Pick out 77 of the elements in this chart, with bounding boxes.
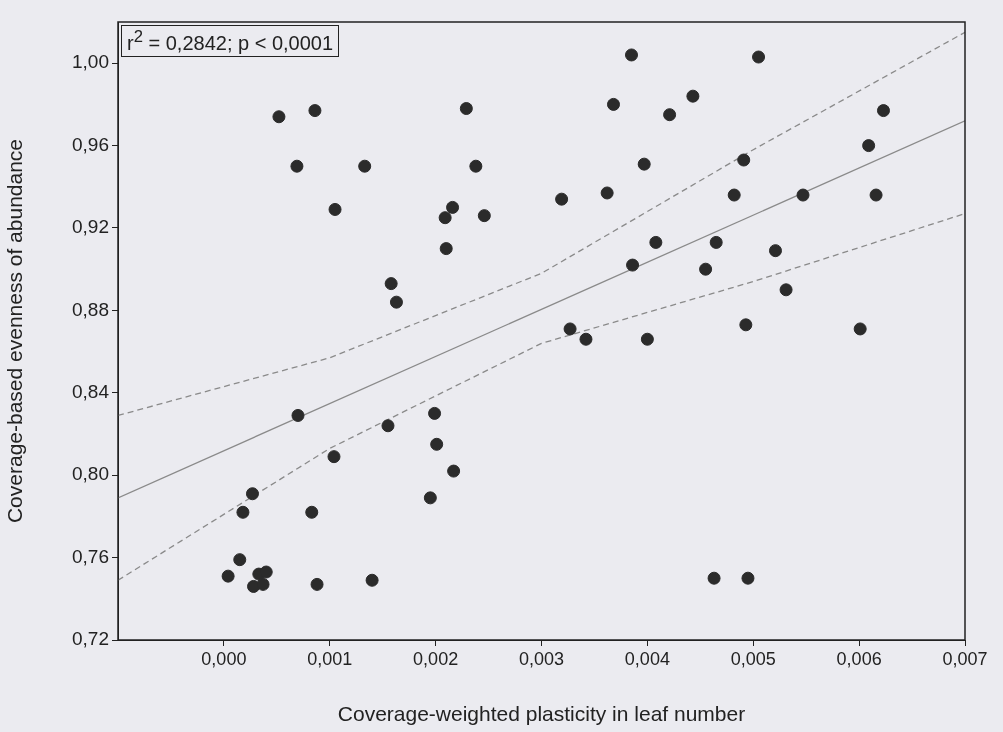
point <box>245 487 259 501</box>
point <box>768 244 782 258</box>
point <box>305 505 319 519</box>
point <box>649 235 663 249</box>
point <box>365 573 379 587</box>
point <box>709 235 723 249</box>
point <box>707 571 721 585</box>
point <box>699 262 713 276</box>
point <box>381 419 395 433</box>
point <box>663 108 677 122</box>
point <box>579 332 593 346</box>
point <box>447 464 461 478</box>
point <box>469 159 483 173</box>
point <box>423 491 437 505</box>
x-tick-label: 0,000 <box>201 648 247 669</box>
y-tick-label: 1,00 <box>72 51 109 73</box>
point <box>439 242 453 256</box>
point <box>737 153 751 167</box>
point <box>221 569 235 583</box>
point <box>308 104 322 118</box>
point <box>637 157 651 171</box>
point <box>563 322 577 336</box>
point <box>779 283 793 297</box>
point <box>626 258 640 272</box>
point <box>741 571 755 585</box>
point <box>600 186 614 200</box>
x-tick-label: 0,002 <box>413 648 459 669</box>
point <box>291 408 305 422</box>
point <box>752 50 766 64</box>
point <box>327 450 341 464</box>
line-series <box>118 212 965 581</box>
point <box>430 437 444 451</box>
x-tick-label: 0,003 <box>518 648 565 669</box>
y-axis-title: Coverage-based evenness of abundance <box>3 138 27 524</box>
point <box>869 188 883 202</box>
point <box>640 332 654 346</box>
point <box>328 202 342 216</box>
y-tick-label: 0,96 <box>72 133 109 155</box>
point <box>310 577 324 591</box>
point <box>862 139 876 153</box>
x-tick-label: 0,001 <box>307 648 353 669</box>
x-tick-label: 0,005 <box>730 648 776 669</box>
y-tick-label: 0,80 <box>72 463 109 485</box>
line-series <box>118 31 965 417</box>
point <box>384 277 398 291</box>
x-tick-label: 0,004 <box>624 648 670 669</box>
point <box>358 159 372 173</box>
point <box>428 406 442 420</box>
point <box>236 505 250 519</box>
point <box>739 318 753 332</box>
point <box>259 565 273 579</box>
point <box>446 200 460 214</box>
point <box>555 192 569 206</box>
y-tick-label: 0,92 <box>72 216 109 238</box>
x-tick-label: 0,006 <box>836 648 882 669</box>
point <box>727 188 741 202</box>
y-tick-label: 0,72 <box>72 628 109 650</box>
annotation: r$^{2}$ = 0,2842; p < 0,0001 <box>121 25 340 57</box>
point <box>389 295 403 309</box>
point <box>459 102 473 116</box>
x-tick-label: 0,007 <box>942 648 988 669</box>
point <box>796 188 810 202</box>
point <box>853 322 867 336</box>
point <box>477 209 491 223</box>
y-tick-label: 0,88 <box>72 298 109 320</box>
point <box>233 553 247 567</box>
y-tick-label: 0,76 <box>72 545 109 567</box>
y-tick-label: 0,84 <box>72 381 110 403</box>
point <box>686 89 700 103</box>
point <box>256 577 270 591</box>
point <box>624 48 638 62</box>
point <box>876 104 890 118</box>
point <box>290 159 304 173</box>
point <box>607 97 620 111</box>
point <box>272 110 286 124</box>
x-axis-title: Coverage-weighted plasticity in leaf number <box>337 702 746 726</box>
point <box>438 211 452 225</box>
